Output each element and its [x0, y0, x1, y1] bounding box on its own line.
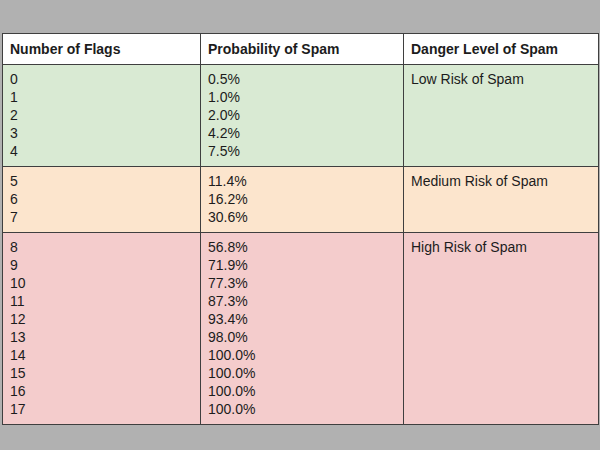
- risk-group-row-low: 0 1 2 3 4 0.5% 1.0% 2.0% 4.2% 7.5% Low R…: [3, 65, 599, 167]
- spam-probability-table: Number of Flags Probability of Spam Dang…: [2, 33, 599, 425]
- page-background: { "page": { "background_color": "#b1b1b1…: [0, 0, 600, 450]
- danger-label: High Risk of Spam: [404, 233, 599, 425]
- table-container: Number of Flags Probability of Spam Dang…: [2, 33, 598, 425]
- probability-cell: 0.5% 1.0% 2.0% 4.2% 7.5%: [201, 65, 404, 167]
- probability-cell: 11.4% 16.2% 30.6%: [201, 167, 404, 233]
- danger-label: Low Risk of Spam: [404, 65, 599, 167]
- column-header-flags: Number of Flags: [3, 34, 201, 65]
- column-header-probability: Probability of Spam: [201, 34, 404, 65]
- flags-cell: 8 9 10 11 12 13 14 15 16 17: [3, 233, 201, 425]
- probability-cell: 56.8% 71.9% 77.3% 87.3% 93.4% 98.0% 100.…: [201, 233, 404, 425]
- flags-cell: 5 6 7: [3, 167, 201, 233]
- header-row: Number of Flags Probability of Spam Dang…: [3, 34, 599, 65]
- risk-group-row-medium: 5 6 7 11.4% 16.2% 30.6% Medium Risk of S…: [3, 167, 599, 233]
- column-header-danger: Danger Level of Spam: [404, 34, 599, 65]
- danger-label: Medium Risk of Spam: [404, 167, 599, 233]
- risk-group-row-high: 8 9 10 11 12 13 14 15 16 17 56.8% 71.9% …: [3, 233, 599, 425]
- flags-cell: 0 1 2 3 4: [3, 65, 201, 167]
